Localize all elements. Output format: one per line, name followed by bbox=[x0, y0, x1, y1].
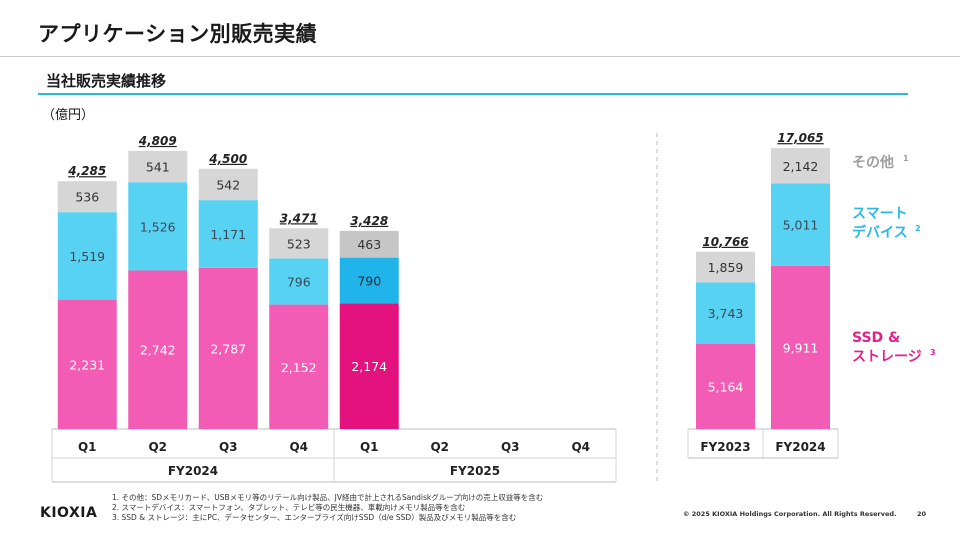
bar-fy2024-q1-total-label: 4,285 bbox=[67, 164, 106, 178]
copyright: © 2025 KIOXIA Holdings Corporation. All … bbox=[683, 510, 897, 518]
bar-fy2025-q1-ssd-segment bbox=[339, 303, 399, 429]
bar-annual-fy2023-ssd-label: 5,164 bbox=[708, 380, 744, 395]
unit-label: （億円） bbox=[42, 108, 95, 123]
bar-annual-fy2024-ssd-segment bbox=[771, 265, 830, 429]
bar-fy2024-q2-ssd-segment bbox=[128, 270, 188, 429]
bar-fy2024-q2-other-label: 541 bbox=[146, 160, 170, 175]
page-title: アプリケーション別販売実績 bbox=[38, 22, 318, 46]
bar-fy2024-q2-ssd-label: 2,742 bbox=[140, 343, 176, 358]
bar-fy2024-q4-total-label: 3,471 bbox=[280, 211, 318, 225]
bar-fy2024-q2-smart-segment bbox=[128, 182, 188, 271]
bar-fy2024-q4-smart-segment bbox=[269, 258, 329, 305]
footnote-2: 2. スマートデバイス：スマートフォン、タブレット、テレビ等の民生機器、車載向け… bbox=[112, 503, 466, 512]
bar-annual-fy2024-total-label: 17,065 bbox=[777, 131, 823, 145]
bar-fy2024-q3-smart-label: 1,171 bbox=[210, 227, 246, 242]
section-subtitle: 当社販売実績推移 bbox=[46, 72, 167, 90]
bar-fy2025-q1-other-segment bbox=[339, 230, 399, 258]
x-tick-fy2025-q4: Q4 bbox=[571, 440, 590, 454]
page-number: 20 bbox=[917, 510, 927, 518]
bar-fy2024-q1-smart-segment bbox=[57, 212, 117, 300]
bar-annual-fy2023-total-label: 10,766 bbox=[702, 235, 748, 249]
x-tick-fy2025-q3: Q3 bbox=[501, 440, 520, 454]
bar-fy2024-q2-smart-label: 1,526 bbox=[140, 219, 176, 234]
legend-ssd-sup: 3 bbox=[930, 348, 936, 357]
footnote-1: 1. その他：SDメモリカード、USBメモリ等のリテール向け製品、JV経由で計上… bbox=[112, 493, 544, 502]
legend-smart-sup: 2 bbox=[915, 224, 921, 233]
group-label-fy2024: FY2024 bbox=[168, 464, 218, 478]
bar-fy2024-q3-ssd-label: 2,787 bbox=[210, 341, 246, 356]
x-tick-fy2024-q3: Q3 bbox=[219, 440, 238, 454]
bar-annual-fy2023-other-label: 1,859 bbox=[708, 260, 744, 275]
bar-fy2024-q4-other-label: 523 bbox=[287, 236, 311, 251]
bar-fy2024-q1-smart-label: 1,519 bbox=[69, 249, 105, 264]
footnotes: 1. その他：SDメモリカード、USBメモリ等のリテール向け製品、JV経由で計上… bbox=[112, 493, 543, 523]
legend-other: その他 bbox=[852, 154, 894, 171]
x-tick-fy2025-q1: Q1 bbox=[360, 440, 379, 454]
bar-fy2024-q4-other-segment bbox=[269, 228, 329, 259]
bar-fy2024-q2-total-label: 4,809 bbox=[138, 134, 177, 148]
bar-fy2025-q1-other-label: 463 bbox=[357, 237, 381, 252]
subtitle-underline bbox=[38, 93, 908, 95]
bar-fy2024-q3-other-label: 542 bbox=[216, 177, 240, 192]
legend-ssd-line1: SSD & bbox=[852, 330, 900, 346]
bar-annual-fy2024-smart-segment bbox=[771, 183, 830, 266]
bar-fy2024-q3-smart-segment bbox=[198, 200, 258, 268]
bar-annual-fy2024-smart-label: 5,011 bbox=[783, 218, 819, 233]
bar-fy2024-q3-ssd-segment bbox=[198, 267, 258, 429]
group-label-fy2025: FY2025 bbox=[450, 464, 500, 478]
bar-fy2024-q4-ssd-label: 2,152 bbox=[281, 360, 317, 375]
kioxia-logo: KIOXIA bbox=[40, 505, 98, 521]
bar-fy2025-q1-smart-label: 790 bbox=[357, 273, 381, 288]
bar-annual-fy2023-smart-segment bbox=[696, 282, 755, 344]
legend-other-sup: 1 bbox=[903, 154, 909, 163]
bar-fy2025-q1-smart-segment bbox=[339, 257, 399, 304]
x-tick-fy2024-q2: Q2 bbox=[148, 440, 167, 454]
bar-fy2024-q3-total-label: 4,500 bbox=[208, 152, 247, 166]
bar-annual-fy2024-other-label: 2,142 bbox=[783, 159, 819, 174]
bar-fy2024-q4-smart-label: 796 bbox=[287, 275, 311, 290]
bar-annual-fy2023-ssd-segment bbox=[696, 344, 755, 429]
bar-fy2024-q1-ssd-segment bbox=[57, 300, 117, 429]
bar-fy2025-q1-total-label: 3,428 bbox=[350, 214, 388, 228]
legend-ssd-line2: ストレージ bbox=[852, 349, 922, 365]
legend-smart-line2: デバイス bbox=[852, 224, 908, 241]
bar-annual-fy2024-other-segment bbox=[771, 148, 830, 184]
bar-annual-fy2024-ssd-label: 9,911 bbox=[783, 340, 819, 355]
x-tick-fy2023: FY2023 bbox=[700, 440, 750, 454]
x-tick-fy2024-q1: Q1 bbox=[78, 440, 97, 454]
bar-fy2024-q3-other-segment bbox=[198, 168, 258, 201]
bar-fy2024-q1-ssd-label: 2,231 bbox=[69, 358, 105, 373]
bar-fy2025-q1-ssd-label: 2,174 bbox=[351, 359, 387, 374]
bar-annual-fy2023-smart-label: 3,743 bbox=[708, 306, 744, 321]
bar-fy2024-q1-other-segment bbox=[57, 181, 117, 213]
bar-annual-fy2023-other-segment bbox=[696, 251, 755, 283]
title-divider bbox=[0, 56, 960, 57]
footnote-3: 3. SSD & ストレージ：主にPC、データセンター、エンタープライズ向けSS… bbox=[112, 513, 517, 522]
x-tick-fy2025-q2: Q2 bbox=[430, 440, 449, 454]
x-tick-fy2024: FY2024 bbox=[775, 440, 825, 454]
bar-fy2024-q4-ssd-segment bbox=[269, 304, 329, 429]
bar-fy2024-q2-other-segment bbox=[128, 150, 188, 183]
legend-smart-line1: スマート bbox=[852, 206, 908, 222]
x-tick-fy2024-q4: Q4 bbox=[289, 440, 308, 454]
bar-fy2024-q1-other-label: 536 bbox=[75, 190, 99, 205]
